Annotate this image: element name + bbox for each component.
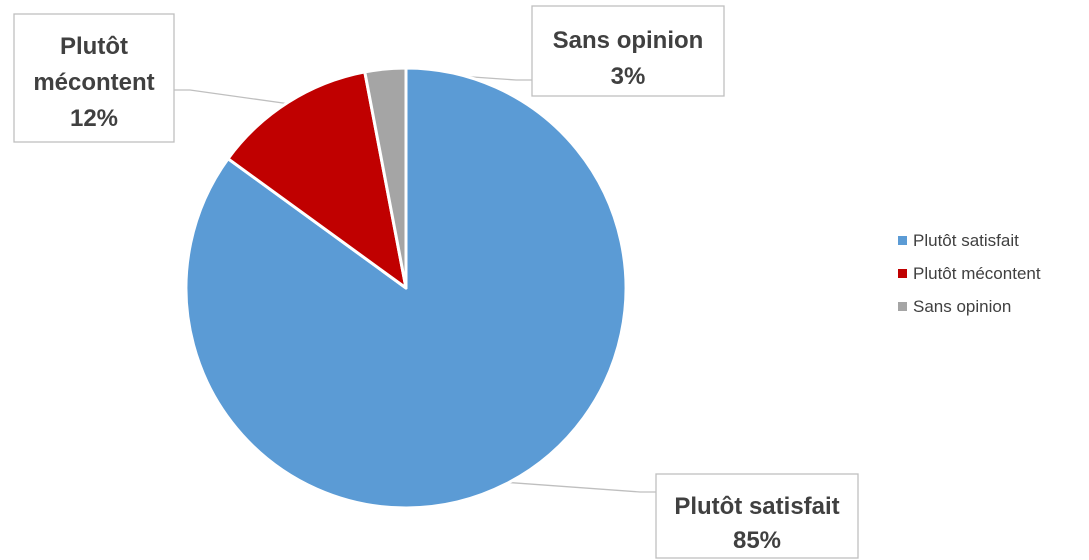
data-label-3-line-2: 3% bbox=[611, 63, 646, 90]
leader-line-1 bbox=[504, 481, 656, 493]
data-label-callouts: Plutôt satisfait 85% Plutôt mécontent 12% San… bbox=[13, 5, 859, 559]
data-label-box-3 bbox=[531, 5, 725, 97]
data-label-3-line-1: Sans opinion bbox=[553, 27, 704, 54]
data-label-box-2 bbox=[13, 13, 175, 143]
data-label-2-line-2: mécontent bbox=[33, 69, 154, 96]
leader-line-2 bbox=[174, 89, 290, 105]
legend-label-1: Plutôt satisfait bbox=[913, 231, 1019, 250]
pie-slices bbox=[184, 66, 628, 510]
legend-swatch-1 bbox=[898, 236, 907, 245]
data-label-1-line-1: Plutôt satisfait bbox=[674, 493, 839, 520]
legend-label-2: Plutôt mécontent bbox=[913, 264, 1041, 283]
pie-slice-2 bbox=[226, 70, 408, 290]
pie-slice-3 bbox=[363, 66, 408, 290]
legend-swatch-2 bbox=[898, 269, 907, 278]
data-label-box-1 bbox=[655, 473, 859, 559]
legend-label-3: Sans opinion bbox=[913, 297, 1011, 316]
legend: Plutôt satisfait Plutôt mécontent Sans opi… bbox=[898, 231, 1041, 316]
legend-swatch-3 bbox=[898, 302, 907, 311]
data-label-1-line-2: 85% bbox=[733, 527, 781, 554]
data-label-2-line-1: Plutôt bbox=[60, 33, 128, 60]
data-label-2-line-3: 12% bbox=[70, 105, 118, 132]
